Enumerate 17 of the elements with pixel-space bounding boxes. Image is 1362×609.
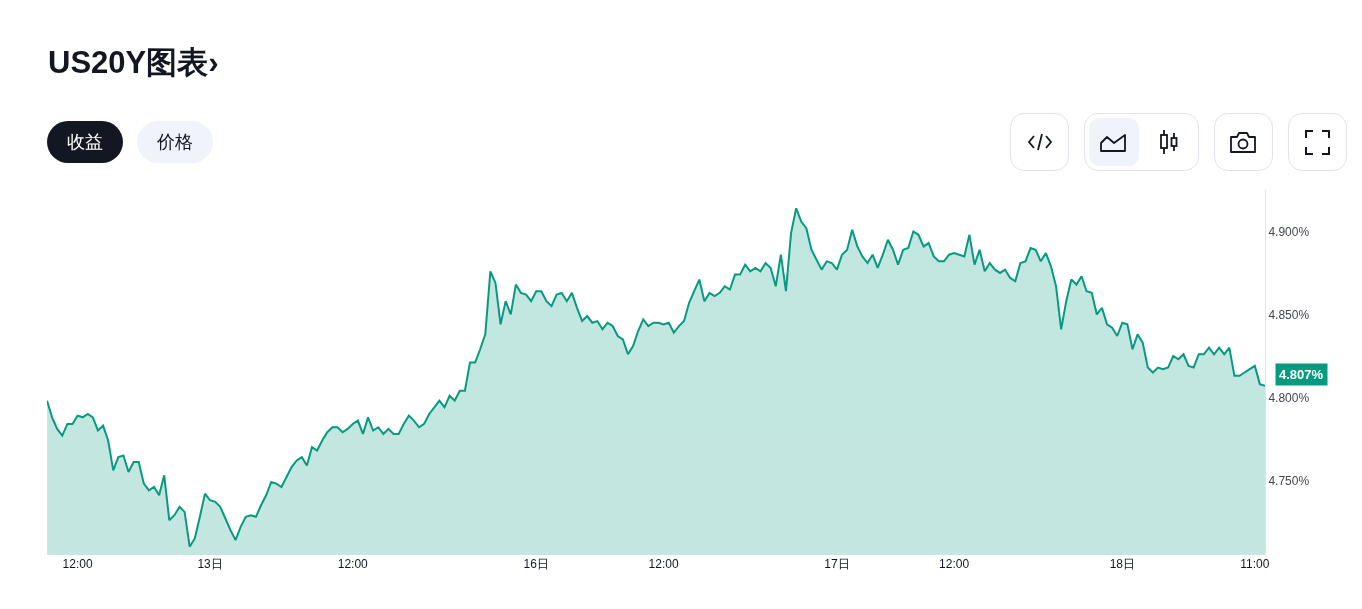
chart-title: US20Y图表› — [48, 44, 219, 80]
x-tick-label: 12:00 — [337, 557, 369, 571]
x-tick-label: 13日 — [197, 557, 223, 571]
y-tick-label: 4.900% — [1268, 224, 1310, 239]
y-tick-label: 4.800% — [1268, 390, 1310, 405]
text: 收益 — [47, 121, 123, 163]
x-tick-label: 12:00 — [62, 557, 93, 571]
x-tick-label: 16日 — [523, 557, 549, 571]
x-tick-label: 17日 — [824, 557, 850, 571]
x-tick-label: 18日 — [1109, 557, 1135, 571]
y-tick-label: 4.850% — [1268, 307, 1310, 322]
text: 价格 — [137, 121, 213, 163]
text: 4.807% — [1279, 367, 1324, 382]
x-tick-label: 11:00 — [1240, 557, 1270, 571]
x-tick-label: 12:00 — [648, 557, 679, 571]
y-tick-label: 4.750% — [1268, 473, 1310, 488]
x-tick-label: 12:00 — [939, 557, 970, 571]
